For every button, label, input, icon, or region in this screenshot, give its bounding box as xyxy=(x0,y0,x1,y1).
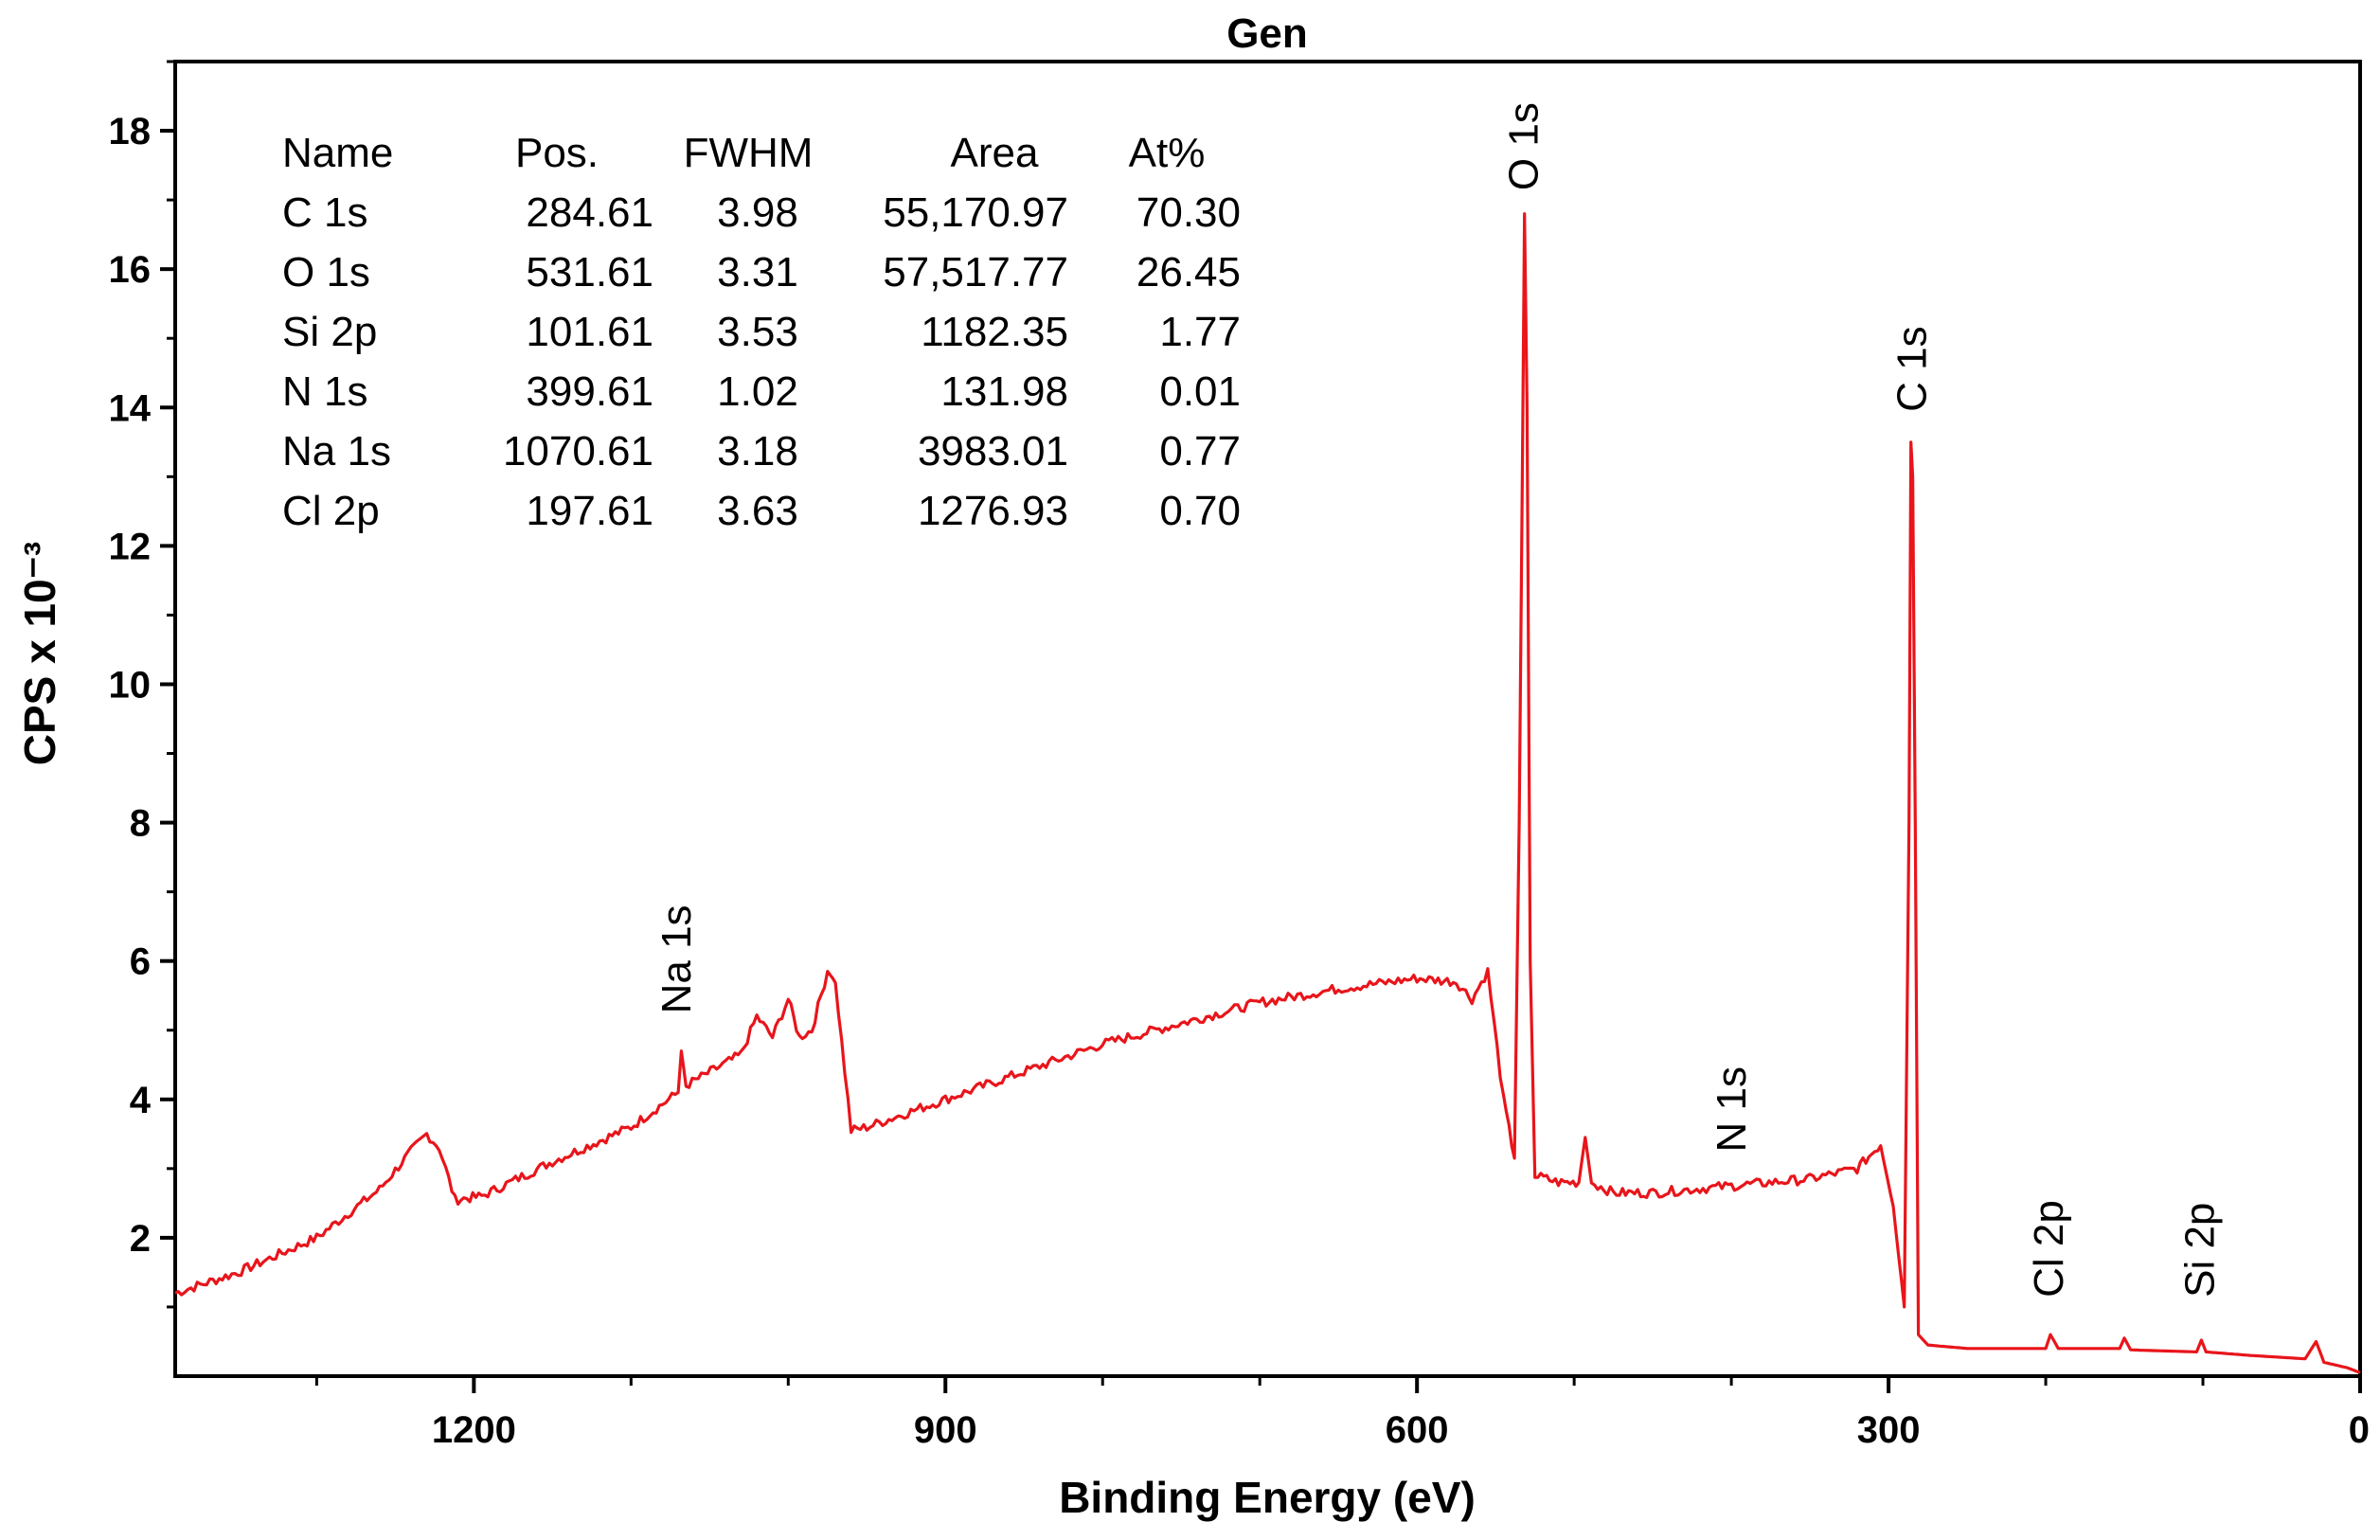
peak-labels: O 1s C 1s Na 1s N 1s Cl 2p Si 2p xyxy=(653,102,2223,1298)
series-layer xyxy=(174,212,2361,1374)
table-cell: Na 1s xyxy=(282,428,391,475)
table-cell: 101.61 xyxy=(526,309,653,355)
y-tick-label: 16 xyxy=(109,249,152,291)
table-cell: 55,170.97 xyxy=(883,189,1068,236)
y-tick-label: 4 xyxy=(130,1080,152,1121)
table-header-cell: Area xyxy=(951,130,1039,176)
peak-label: O 1s xyxy=(1501,102,1548,190)
table-cell: 3.53 xyxy=(717,309,798,355)
y-tick-label: 10 xyxy=(109,664,152,706)
table-cell: 531.61 xyxy=(526,249,653,295)
table-header-cell: At% xyxy=(1129,130,1206,176)
table-header-cell: FWHM xyxy=(684,130,814,176)
y-tick-label: 2 xyxy=(130,1218,151,1260)
table-cell: C 1s xyxy=(282,189,367,236)
spectrum-line xyxy=(174,212,2361,1374)
table-cell: 3983.01 xyxy=(918,428,1068,475)
y-axis-label: CPS x 10⁻³ xyxy=(15,542,64,766)
table-cell: N 1s xyxy=(282,368,367,415)
table-cell: 1182.35 xyxy=(921,309,1068,355)
table-header-cell: Pos. xyxy=(515,130,599,176)
plot-frame xyxy=(173,60,2362,1378)
y-tick-label: 6 xyxy=(130,941,151,983)
peak-label: Si 2p xyxy=(2176,1203,2223,1298)
table-cell: 0.01 xyxy=(1159,368,1241,415)
x-tick-label: 300 xyxy=(1857,1409,1921,1451)
x-tick-label: 900 xyxy=(914,1409,977,1451)
table-cell: Cl 2p xyxy=(282,488,380,534)
table-cell: 3.31 xyxy=(717,249,798,295)
table-cell: 70.30 xyxy=(1136,189,1241,236)
peak-label: Cl 2p xyxy=(2026,1200,2072,1298)
table-cell: Si 2p xyxy=(282,309,377,355)
table-header-cell: Name xyxy=(282,130,393,176)
x-axis: 1200 900 600 300 0 xyxy=(314,1376,2370,1451)
table-cell: 197.61 xyxy=(526,488,653,534)
peak-label: Na 1s xyxy=(653,904,700,1013)
table-cell: 3.63 xyxy=(717,488,798,534)
table-cell: O 1s xyxy=(282,249,370,295)
table-cell: 0.70 xyxy=(1159,488,1241,534)
table-cell: 1276.93 xyxy=(918,488,1068,534)
y-axis: 2 4 6 8 10 12 14 16 18 xyxy=(109,60,175,1309)
table-cell: 3.98 xyxy=(717,189,798,236)
y-tick-label: 18 xyxy=(109,111,152,152)
table-cell: 57,517.77 xyxy=(883,249,1068,295)
table-cell: 0.77 xyxy=(1159,428,1241,475)
x-axis-label: Binding Energy (eV) xyxy=(1059,1473,1476,1522)
table-cell: 3.18 xyxy=(717,428,798,475)
y-tick-label: 12 xyxy=(109,526,152,567)
table-cell: 1070.61 xyxy=(503,428,653,475)
table-cell: 284.61 xyxy=(526,189,653,236)
quantification-table: Name Pos. FWHM Area At% C 1s 284.61 3.98 55,170.… xyxy=(282,130,1241,534)
table-cell: 26.45 xyxy=(1136,249,1241,295)
chart-title: Gen xyxy=(1226,10,1308,57)
x-tick-label: 0 xyxy=(2349,1409,2370,1451)
y-tick-label: 8 xyxy=(130,803,151,845)
x-tick-label: 600 xyxy=(1386,1409,1449,1451)
y-tick-label: 14 xyxy=(109,387,152,429)
table-cell: 1.77 xyxy=(1159,309,1241,355)
table-cell: 399.61 xyxy=(526,368,653,415)
peak-label: C 1s xyxy=(1889,326,1936,411)
table-cell: 1.02 xyxy=(717,368,798,415)
peak-label: N 1s xyxy=(1709,1066,1755,1152)
table-cell: 131.98 xyxy=(940,368,1068,415)
x-tick-label: 1200 xyxy=(432,1409,516,1451)
